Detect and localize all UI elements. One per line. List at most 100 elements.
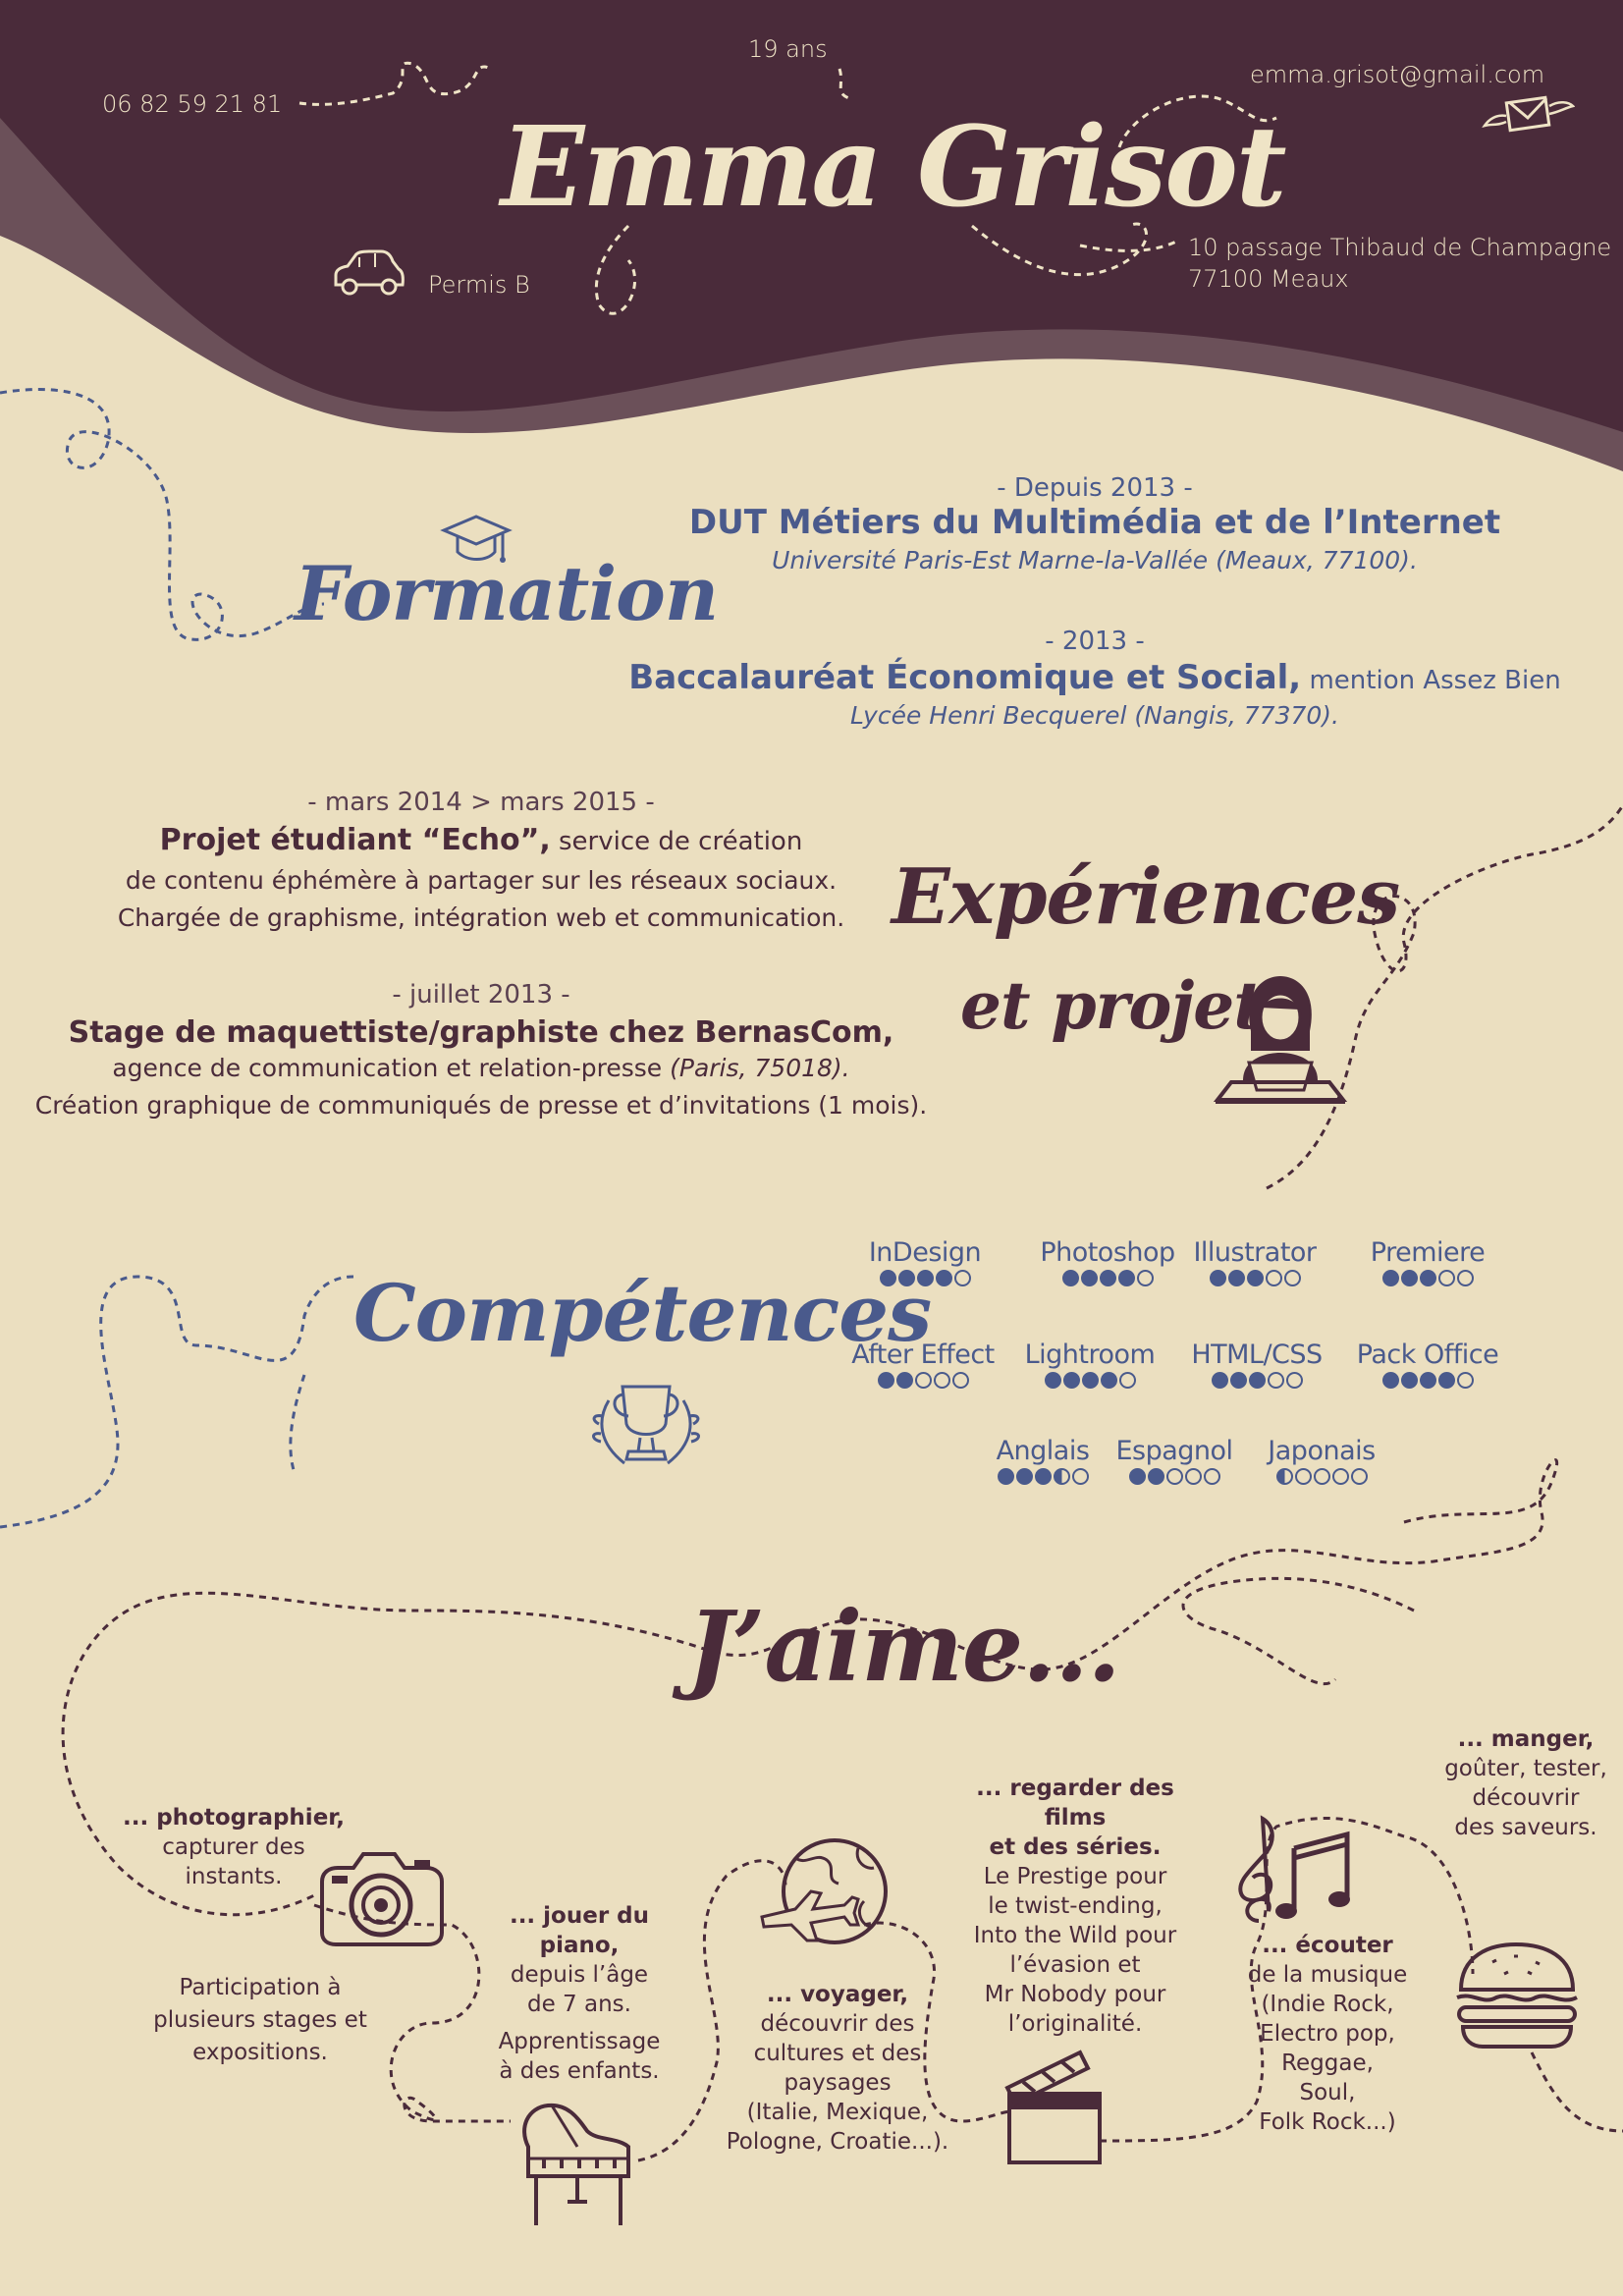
- skill-level-dot: [1044, 1372, 1061, 1389]
- formation-school: Université Paris-Est Marne-la-Vallée (Me…: [772, 546, 1418, 574]
- skill-level-dot: [997, 1468, 1014, 1485]
- header-background: [0, 0, 1623, 471]
- address-line-2: 77100 Meaux: [1188, 265, 1349, 293]
- burger-icon: [1456, 1941, 1578, 2049]
- formation-degree: DUT Métiers du Multimédia et de l’Intern…: [688, 503, 1501, 542]
- email-address: emma.grisot@gmail.com: [1250, 61, 1545, 88]
- formation-entry-1: - Depuis 2013 - DUT Métiers du Multimédi…: [677, 473, 1512, 574]
- skill-item: Anglais: [964, 1436, 1121, 1485]
- formation-date: - 2013 -: [1045, 627, 1145, 656]
- formation-degree: Baccalauréat Économique et Social,: [628, 658, 1302, 697]
- skill-level-dot: [1061, 1270, 1079, 1286]
- hobby-musique: ... écouter de la musique (Indie Rock, E…: [1229, 1931, 1426, 2137]
- skill-item: After Effect: [844, 1339, 1001, 1389]
- skill-level-dot: [1229, 1372, 1247, 1389]
- skill-level-dot: [1275, 1468, 1293, 1485]
- skill-item: InDesign: [846, 1237, 1003, 1286]
- skill-level-dot: [1248, 1372, 1266, 1389]
- skill-level-dot: [1136, 1270, 1154, 1286]
- hobby-text: expositions.: [192, 2040, 328, 2065]
- skill-name: Lightroom: [1024, 1339, 1156, 1370]
- address-line-1: 10 passage Thibaud de Champagne: [1188, 234, 1612, 261]
- hobby-text: Electro pop,: [1260, 2021, 1395, 2047]
- skill-level-dot: [1285, 1372, 1303, 1389]
- hobby-photographie: ... photographier, capturer des instants…: [116, 1803, 352, 1891]
- skill-level-dot: [1147, 1468, 1164, 1485]
- skill-level-dots: [1243, 1468, 1400, 1485]
- hobby-text: Apprentissage: [498, 2029, 661, 2054]
- hobby-text: Pologne, Croatie...).: [726, 2129, 949, 2155]
- hobby-text: Participation à: [179, 1975, 342, 2000]
- hobby-piano: ... jouer du piano, depuis l’âge de 7 an…: [491, 1901, 668, 2086]
- experience-description: de contenu éphémère à partager sur les r…: [125, 866, 838, 895]
- skill-level-dot: [1381, 1270, 1399, 1286]
- skill-item: HTML/CSS: [1178, 1339, 1335, 1389]
- skill-level-dot: [1313, 1468, 1330, 1485]
- skill-level-dot: [1267, 1372, 1284, 1389]
- experience-description: agence de communication et relation-pres…: [112, 1054, 671, 1082]
- skill-name: Japonais: [1268, 1436, 1376, 1466]
- skill-level-dot: [1283, 1270, 1301, 1286]
- skill-level-dot: [879, 1270, 896, 1286]
- skill-level-dot: [1165, 1468, 1183, 1485]
- music-notes-icon: [1238, 1815, 1350, 1923]
- jaime-title: J’aime...: [687, 1591, 1121, 1704]
- hobby-title: ... voyager,: [766, 1982, 909, 2007]
- hobby-text: Into the Wild pour: [973, 1923, 1177, 1948]
- formation-school: Lycée Henri Becquerel (Nangis, 77370).: [850, 701, 1339, 730]
- skill-level-dot: [1350, 1468, 1368, 1485]
- skill-level-dots: [1176, 1270, 1333, 1286]
- skill-item: Pack Office: [1349, 1339, 1506, 1389]
- hobby-title: et des séries.: [989, 1834, 1162, 1860]
- skill-level-dot: [1227, 1270, 1245, 1286]
- hobby-text: goûter, tester,: [1444, 1756, 1607, 1781]
- skill-level-dot: [1081, 1372, 1099, 1389]
- skill-level-dots: [1349, 1372, 1506, 1389]
- piano-icon: [522, 2103, 630, 2225]
- hobby-text: Mr Nobody pour: [984, 1982, 1166, 2007]
- skill-level-dot: [897, 1270, 915, 1286]
- hobby-films: ... regarder des films et des séries. Le…: [943, 1774, 1208, 2039]
- experience-title-rest: service de création: [550, 827, 803, 856]
- hobby-text: capturer des: [162, 1834, 305, 1860]
- skill-level-dot: [1246, 1270, 1264, 1286]
- winged-envelope-icon: [1482, 95, 1575, 133]
- skill-level-dot: [1034, 1468, 1052, 1485]
- skill-name: Anglais: [996, 1436, 1090, 1466]
- experiences-title-line-1: Expériences: [892, 852, 1400, 942]
- skill-level-dot: [1211, 1372, 1228, 1389]
- skill-level-dot: [1117, 1270, 1135, 1286]
- camera-icon: [320, 1852, 444, 1946]
- age: 19 ans: [748, 35, 828, 63]
- hobby-voyager: ... voyager, découvrir des cultures et d…: [725, 1980, 950, 2157]
- phone-number: 06 82 59 21 81: [102, 90, 283, 118]
- hobby-title: ... jouer du: [509, 1903, 650, 1929]
- hobby-text: découvrir des: [760, 2011, 915, 2037]
- skill-level-dot: [1053, 1468, 1070, 1485]
- hobby-text: plusieurs stages et: [153, 2007, 367, 2033]
- hobby-manger: ... manger, goûter, tester, découvrir de…: [1430, 1724, 1622, 1842]
- skill-level-dot: [1265, 1270, 1282, 1286]
- trophy-icon: [592, 1385, 700, 1465]
- skill-item: Illustrator: [1176, 1237, 1333, 1286]
- globe-airplane-icon: [760, 1838, 888, 1944]
- hobby-photographie-details: Participation à plusieurs stages et expo…: [137, 1972, 383, 2069]
- hobby-text: Folk Rock...): [1259, 2109, 1396, 2135]
- competences-title: Compétences: [353, 1267, 932, 1359]
- hobby-title: ... regarder des films: [976, 1776, 1174, 1831]
- skill-level-dot: [1203, 1468, 1220, 1485]
- skill-level-dot: [1456, 1270, 1474, 1286]
- hobby-title: piano,: [539, 1933, 620, 1958]
- skill-level-dot: [951, 1372, 969, 1389]
- skill-level-dot: [1080, 1270, 1098, 1286]
- skill-level-dot: [1456, 1372, 1474, 1389]
- experience-location: (Paris, 75018).: [670, 1054, 850, 1082]
- skill-level-dot: [916, 1270, 934, 1286]
- skill-name: Pack Office: [1356, 1339, 1499, 1370]
- skill-level-dots: [844, 1372, 1001, 1389]
- experience-entry-1: - mars 2014 > mars 2015 - Projet étudian…: [20, 788, 943, 937]
- skill-level-dots: [1349, 1270, 1506, 1286]
- skill-level-dots: [1096, 1468, 1253, 1485]
- hobby-text: Le Prestige pour: [983, 1864, 1167, 1889]
- hobby-text: depuis l’âge: [510, 1962, 649, 1988]
